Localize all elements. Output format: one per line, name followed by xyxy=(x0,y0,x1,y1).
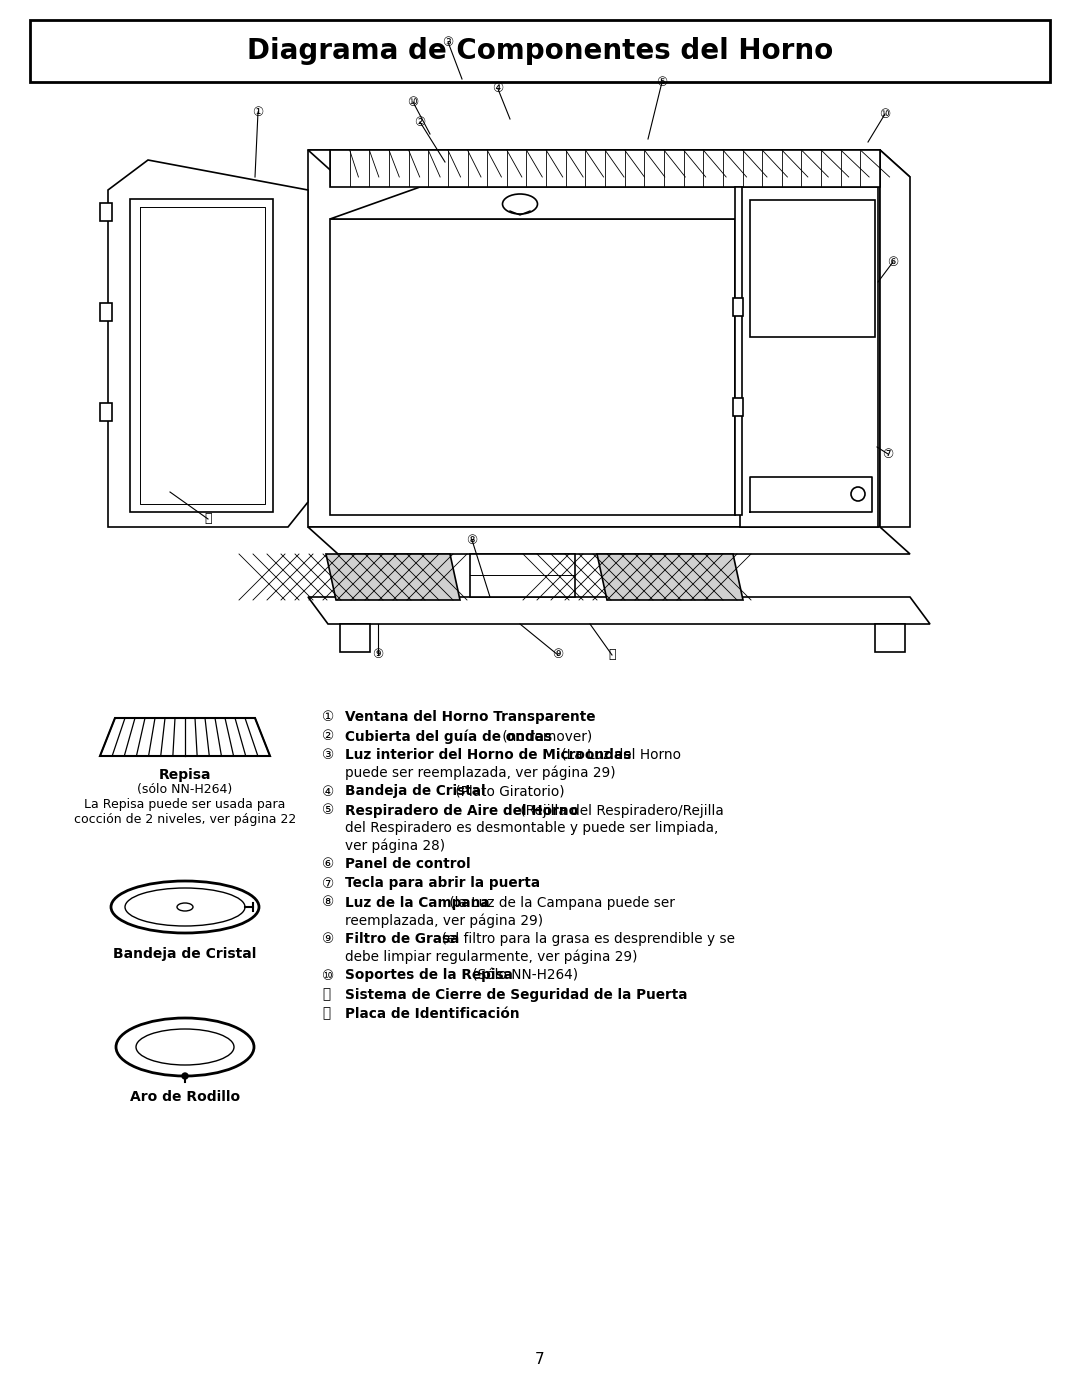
Text: (La Luz del Horno: (La Luz del Horno xyxy=(556,747,680,761)
Text: (la Luz de la Campana puede ser: (la Luz de la Campana puede ser xyxy=(445,895,675,909)
Text: ③: ③ xyxy=(322,747,334,761)
Text: ②: ② xyxy=(415,116,426,129)
Polygon shape xyxy=(308,597,930,624)
Ellipse shape xyxy=(177,902,193,911)
Text: Tecla para abrir la puerta: Tecla para abrir la puerta xyxy=(345,876,540,890)
Text: Bandeja de Cristal: Bandeja de Cristal xyxy=(345,785,486,799)
FancyBboxPatch shape xyxy=(100,203,112,221)
FancyBboxPatch shape xyxy=(30,20,1050,82)
Text: ①: ① xyxy=(253,106,264,119)
Text: puede ser reemplazada, ver página 29): puede ser reemplazada, ver página 29) xyxy=(345,766,616,780)
Text: ⑫: ⑫ xyxy=(608,648,616,662)
FancyBboxPatch shape xyxy=(100,303,112,321)
Ellipse shape xyxy=(502,194,538,214)
Text: ④: ④ xyxy=(492,82,503,95)
Polygon shape xyxy=(750,200,875,337)
Text: ⑥: ⑥ xyxy=(888,256,899,268)
Polygon shape xyxy=(330,219,735,515)
Polygon shape xyxy=(735,187,742,515)
Text: (Rejilla del Respiradero/Rejilla: (Rejilla del Respiradero/Rejilla xyxy=(515,803,724,817)
Text: ⑩: ⑩ xyxy=(322,968,334,982)
Text: (no remover): (no remover) xyxy=(498,729,592,743)
Text: ④: ④ xyxy=(322,785,334,799)
Text: ver página 28): ver página 28) xyxy=(345,838,445,854)
Text: reemplazada, ver página 29): reemplazada, ver página 29) xyxy=(345,914,543,928)
Polygon shape xyxy=(308,149,880,527)
Text: ⑨: ⑨ xyxy=(373,648,383,662)
Polygon shape xyxy=(875,624,905,652)
Text: (el filtro para la grasa es desprendible y se: (el filtro para la grasa es desprendible… xyxy=(433,932,735,946)
Polygon shape xyxy=(597,555,743,599)
Text: Repisa: Repisa xyxy=(159,768,212,782)
Polygon shape xyxy=(340,624,370,652)
Polygon shape xyxy=(330,187,785,219)
Text: ①: ① xyxy=(322,710,334,724)
Text: ③: ③ xyxy=(443,35,454,49)
Text: ⑧: ⑧ xyxy=(322,895,334,909)
FancyBboxPatch shape xyxy=(733,398,743,416)
Text: Ventana del Horno Transparente: Ventana del Horno Transparente xyxy=(345,710,595,724)
Text: La Repisa puede ser usada para: La Repisa puede ser usada para xyxy=(84,798,286,812)
Text: ⑩: ⑩ xyxy=(879,108,891,120)
Polygon shape xyxy=(470,555,575,597)
Polygon shape xyxy=(130,198,273,511)
Polygon shape xyxy=(108,161,308,527)
Ellipse shape xyxy=(125,888,245,926)
Text: ⑨: ⑨ xyxy=(552,648,564,662)
Text: Soportes de la Repisa: Soportes de la Repisa xyxy=(345,968,513,982)
Ellipse shape xyxy=(116,1018,254,1076)
Text: del Respiradero es desmontable y puede ser limpiada,: del Respiradero es desmontable y puede s… xyxy=(345,821,718,835)
Text: Aro de Rodillo: Aro de Rodillo xyxy=(130,1090,240,1104)
Text: ⑧: ⑧ xyxy=(467,534,477,546)
Text: (sólo NN-H264): (sólo NN-H264) xyxy=(137,782,232,796)
Text: Respiradero de Aire del Horno: Respiradero de Aire del Horno xyxy=(345,803,578,817)
Text: ⑦: ⑦ xyxy=(882,447,893,461)
Text: Cubierta del guía de ondas: Cubierta del guía de ondas xyxy=(345,729,552,743)
Text: Filtro de Grasa: Filtro de Grasa xyxy=(345,932,459,946)
Text: ⑨: ⑨ xyxy=(322,932,334,946)
Circle shape xyxy=(183,1073,188,1078)
Polygon shape xyxy=(735,187,785,515)
Text: (Sólo NN-H264): (Sólo NN-H264) xyxy=(469,968,579,982)
Text: ⑪: ⑪ xyxy=(204,513,212,525)
Text: ⑦: ⑦ xyxy=(322,876,334,890)
Polygon shape xyxy=(308,527,910,555)
Text: Placa de Identificación: Placa de Identificación xyxy=(345,1006,519,1020)
Polygon shape xyxy=(880,149,910,527)
Text: ⑥: ⑥ xyxy=(322,858,334,872)
Polygon shape xyxy=(308,149,910,177)
Text: 7: 7 xyxy=(536,1351,544,1366)
Text: ⑪: ⑪ xyxy=(322,988,330,1002)
Text: Bandeja de Cristal: Bandeja de Cristal xyxy=(113,947,257,961)
Text: ⑩: ⑩ xyxy=(407,95,419,109)
Polygon shape xyxy=(740,187,878,527)
Text: Diagrama de Componentes del Horno: Diagrama de Componentes del Horno xyxy=(247,36,833,66)
Polygon shape xyxy=(100,718,270,756)
Text: ⑤: ⑤ xyxy=(322,803,334,817)
Text: (Plato Giratorio): (Plato Giratorio) xyxy=(450,785,565,799)
Text: ⑤: ⑤ xyxy=(657,75,667,88)
Ellipse shape xyxy=(136,1030,234,1065)
Text: ⑫: ⑫ xyxy=(322,1006,330,1020)
Text: Sistema de Cierre de Seguridad de la Puerta: Sistema de Cierre de Seguridad de la Pue… xyxy=(345,988,688,1002)
Text: Panel de control: Panel de control xyxy=(345,858,471,872)
Text: Luz interior del Horno de Microondas: Luz interior del Horno de Microondas xyxy=(345,747,631,761)
Polygon shape xyxy=(330,149,880,187)
Text: debe limpiar regularmente, ver página 29): debe limpiar regularmente, ver página 29… xyxy=(345,950,637,964)
FancyBboxPatch shape xyxy=(733,298,743,316)
Text: cocción de 2 niveles, ver página 22: cocción de 2 niveles, ver página 22 xyxy=(73,813,296,826)
Text: ②: ② xyxy=(322,729,334,743)
FancyBboxPatch shape xyxy=(100,402,112,420)
Ellipse shape xyxy=(111,882,259,933)
Polygon shape xyxy=(326,555,460,599)
Text: Luz de la Campana: Luz de la Campana xyxy=(345,895,489,909)
